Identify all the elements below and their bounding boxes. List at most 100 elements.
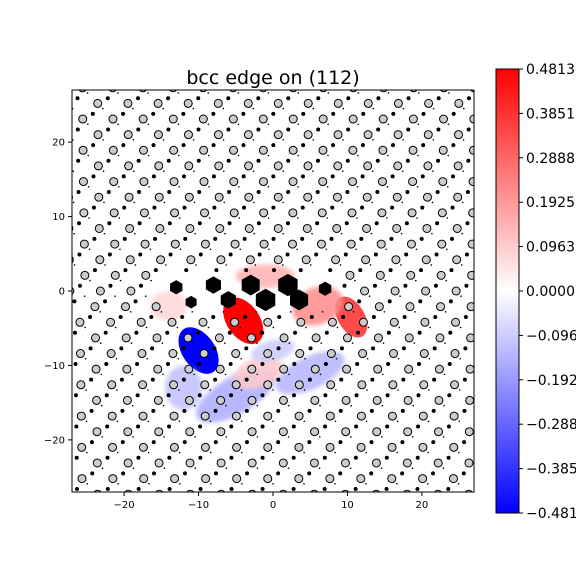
atom-filled [212,205,217,210]
atom-filled [196,96,201,101]
strain-patch [275,351,345,395]
atom-small [115,357,118,360]
atom-small [130,342,133,344]
atom-filled [182,440,187,445]
atom-open [229,208,239,218]
atom-small [444,311,447,313]
atom-small [237,123,240,126]
atom-open [109,177,119,187]
atom-small [414,311,416,313]
atom-small [178,451,181,454]
atom-open [294,442,304,452]
atom-open [403,395,413,405]
atom-filled [138,252,143,257]
atom-open [107,411,117,421]
atom-filled [119,377,124,382]
atom-small [387,123,390,126]
atom-small [237,92,240,94]
atom-open [361,255,371,265]
atom-open [106,317,116,327]
atom-open [421,255,431,265]
atom-open [122,364,132,374]
atom-small [432,170,434,172]
atom-small [319,499,321,501]
atom-small [117,92,119,94]
atom-filled [135,361,140,366]
atom-small [429,295,432,298]
atom-filled [197,361,202,366]
atom-filled [211,174,216,179]
atom-small [178,420,181,423]
atom-small [224,342,226,344]
atom-small [312,107,315,110]
atom-filled [151,81,155,85]
atom-open [450,380,460,390]
atom-small [336,326,339,329]
atom-small [241,451,243,454]
atom-small [350,373,353,376]
atom-small [397,389,399,391]
atom-open [217,489,226,492]
atom-filled [260,361,265,366]
atom-small [132,170,135,172]
atom-open [125,223,135,233]
atom-small [426,483,429,485]
atom-small [365,420,368,423]
atom-open [388,380,398,390]
atom-filled [257,252,262,257]
atom-filled [256,189,261,194]
atom-filled [463,315,468,320]
atom-filled [339,377,344,382]
atom-filled [286,158,291,163]
atom-small [342,107,345,110]
atom-small [59,280,61,282]
atom-small [287,467,290,469]
atom-small [442,499,444,501]
atom-open [377,177,387,187]
atom-small [147,154,150,157]
atom-small [57,123,59,125]
atom-filled [196,158,201,163]
atom-filled [465,221,470,226]
atom-filled [341,315,346,320]
atom-small [134,264,137,266]
atom-filled [74,487,79,492]
atom-open [393,98,403,108]
atom-filled [181,377,186,382]
atom-small [281,264,284,266]
atom-open [259,208,269,218]
atom-open [95,255,105,265]
atom-open [362,223,372,233]
atom-open [92,427,102,437]
atom-open [229,177,239,187]
colorbar-tick-label: −0.385 [526,462,576,478]
atom-small [318,436,321,438]
atom-small [382,373,384,376]
atom-open [332,223,342,233]
atom-open [341,395,351,405]
atom-open [316,239,326,249]
atom-small [458,451,460,454]
atom-small [226,499,228,501]
atom-filled [213,408,218,413]
atom-filled [105,424,110,429]
atom-filled [355,361,360,366]
atom-filled [136,455,141,460]
atom-open [295,349,305,359]
atom-filled [168,252,173,257]
atom-small [72,139,74,141]
atom-small [396,483,398,485]
atom-filled [181,174,186,179]
atom-open [232,442,242,452]
atom-filled [88,346,93,351]
atom-small [207,326,210,329]
atom-filled [107,252,112,257]
atom-small [327,123,329,126]
atom-open [77,442,87,452]
atom-open [213,130,223,140]
colorbar-tick-label: 0.3851 [526,106,575,122]
atom-filled [103,299,108,304]
atom-open [278,427,288,437]
atom-small [303,420,306,423]
